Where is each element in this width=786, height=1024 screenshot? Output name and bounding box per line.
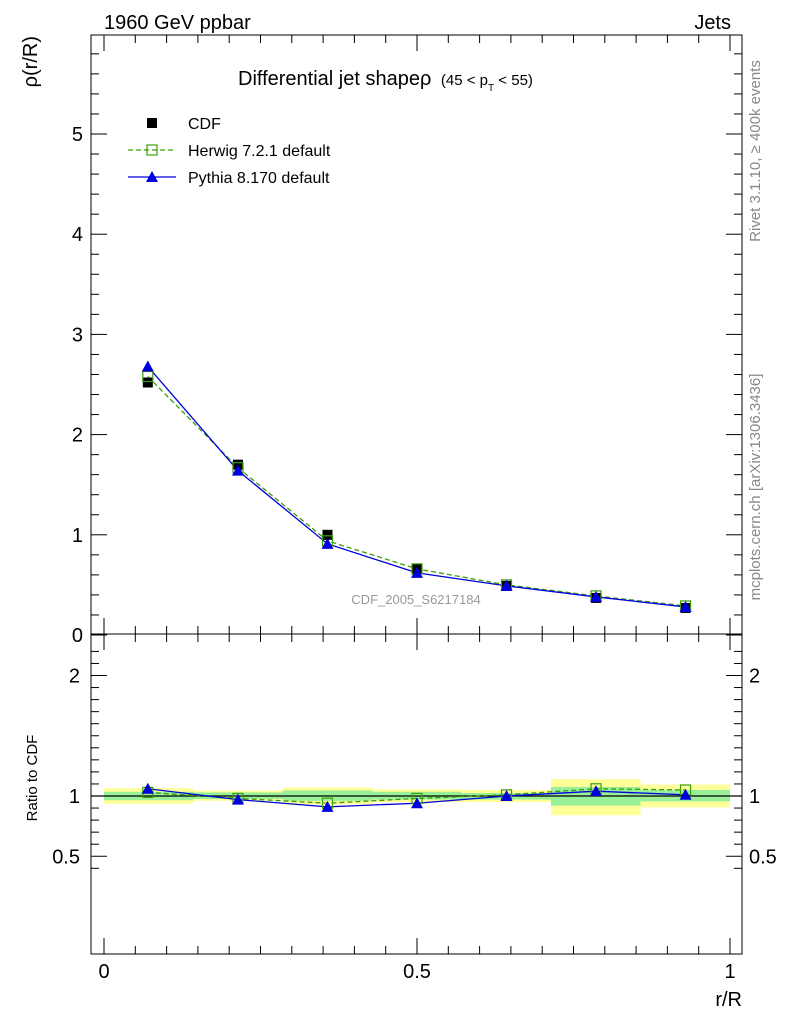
main-panel: 0 1 2 3 4 5 CDF_2005_S6217184 Differential je… xyxy=(20,35,742,647)
legend-marker-data xyxy=(147,118,157,128)
ratio-ylabel: Ratio to CDF xyxy=(24,735,41,822)
ratio-bands xyxy=(91,779,742,816)
main-point-data xyxy=(232,459,243,470)
ratio-ytick-label-left: 2 xyxy=(69,666,80,688)
legend: CDF Herwig 7.2.1 default Pythia 8.170 defa… xyxy=(128,116,331,187)
ratio-series xyxy=(141,782,692,812)
ratio-xlabel: r/R xyxy=(715,989,742,1011)
ratio-xtick-label: 1 xyxy=(724,961,735,983)
side-label-rivet: Rivet 3.1.10, ≥ 400k events xyxy=(747,60,764,242)
ratio-panel: 0.5 0.5 1 1 2 2 0 0.5 1 Ratio to CDF r/R xyxy=(24,634,777,1011)
ratio-ytick-label-right: 0.5 xyxy=(749,846,777,868)
main-ytick-label: 0 xyxy=(72,625,83,647)
ratio-point-pythia xyxy=(590,785,603,797)
ratio-point-pythia xyxy=(411,797,423,809)
main-ytick-label: 1 xyxy=(72,525,83,547)
main-point-pythia xyxy=(321,537,334,549)
ratio-ytick-label-left: 1 xyxy=(69,786,80,808)
ratio-point-pythia xyxy=(679,788,692,800)
main-point-pythia xyxy=(231,464,244,476)
main-point-data xyxy=(142,377,153,388)
ratio-point-pythia xyxy=(231,793,244,805)
legend-label-data: CDF xyxy=(188,116,221,133)
main-point-pythia xyxy=(679,600,692,612)
legend-marker-pythia xyxy=(146,171,158,182)
main-title: Differential jet shapeρ (45 < pT < 55) xyxy=(238,68,533,94)
main-title-suffix: < 55) xyxy=(494,72,533,89)
ratio-point-pythia xyxy=(321,800,334,812)
legend-label-herwig: Herwig 7.2.1 default xyxy=(188,143,331,160)
ratio-ytick-label-left: 0.5 xyxy=(52,846,80,868)
ratio-xtick-label: 0 xyxy=(98,961,109,983)
main-ytick-label: 3 xyxy=(72,324,83,346)
ratio-point-pythia xyxy=(141,782,154,794)
main-point-pythia xyxy=(500,579,513,591)
main-title-prefix: (45 < p xyxy=(441,72,488,89)
main-ticks: 0 1 2 3 4 5 xyxy=(72,35,742,647)
main-title-text: Differential jet shapeρ xyxy=(238,68,431,90)
header-right-label: Jets xyxy=(694,12,731,34)
main-point-pythia xyxy=(411,566,423,578)
main-series xyxy=(141,360,692,613)
side-label-mcplots: mcplots.cern.ch [arXiv:1306.3436] xyxy=(747,374,764,601)
main-point-data xyxy=(322,529,333,540)
main-ytick-label: 2 xyxy=(72,425,83,447)
ratio-point-pythia xyxy=(500,790,513,801)
ratio-ytick-label-right: 1 xyxy=(749,786,760,808)
ratio-ytick-label-right: 2 xyxy=(749,666,760,688)
ratio-ticks: 0.5 0.5 1 1 2 2 0 0.5 1 xyxy=(52,634,777,983)
main-point-herwig xyxy=(142,370,154,383)
main-plot-area xyxy=(90,34,743,635)
main-ylabel: ρ(r/R) xyxy=(20,36,42,87)
main-title-sub: T xyxy=(488,83,494,94)
ratio-xtick-label: 0.5 xyxy=(403,961,431,983)
main-ytick-label: 5 xyxy=(72,124,83,146)
legend-marker-herwig xyxy=(146,144,158,156)
main-ytick-label: 4 xyxy=(72,224,83,246)
main-watermark: CDF_2005_S6217184 xyxy=(351,592,480,607)
main-point-pythia xyxy=(141,360,154,372)
main-point-pythia xyxy=(590,590,603,602)
legend-label-pythia: Pythia 8.170 default xyxy=(188,170,330,187)
header-left-label: 1960 GeV ppbar xyxy=(104,12,251,34)
